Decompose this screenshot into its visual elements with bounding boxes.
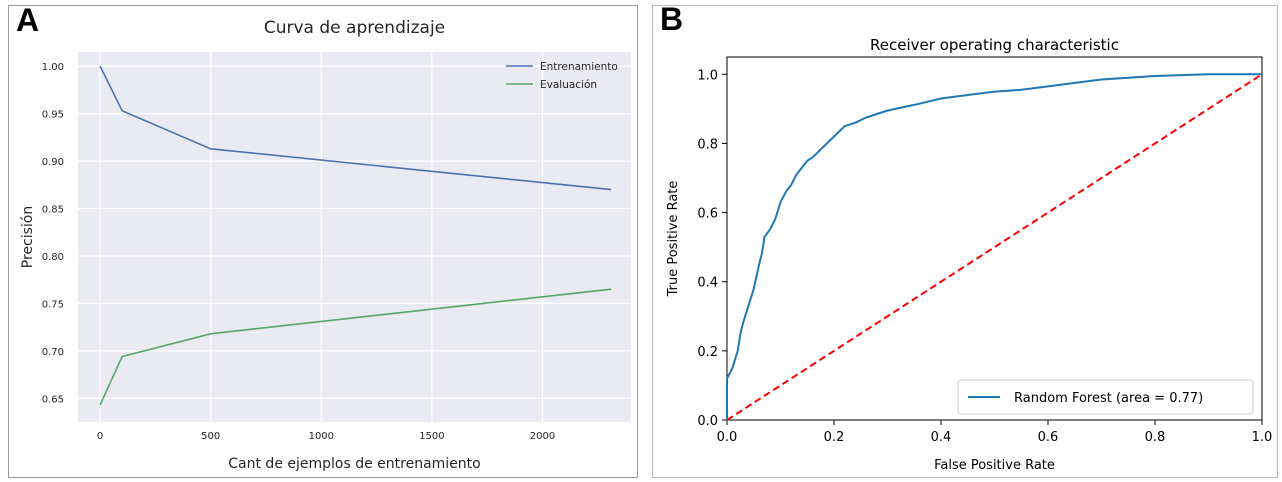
legend-b-box bbox=[957, 379, 1254, 415]
tick-label-a-y: 0.95 bbox=[42, 110, 64, 121]
tick-label-a-y: 1.00 bbox=[42, 62, 64, 73]
legend-b-label: Random Forest (area = 0.77) bbox=[1014, 391, 1203, 406]
tick-label-b-y: 1.0 bbox=[697, 68, 718, 83]
chart-a-title: Curva de aprendizaje bbox=[264, 18, 445, 38]
plot-a-background bbox=[78, 52, 631, 422]
tick-label-b-y: 0.0 bbox=[697, 414, 718, 429]
panel-b-letter: B bbox=[660, 1, 684, 37]
tick-label-b-y: 0.8 bbox=[697, 137, 718, 152]
tick-label-a-x: 2000 bbox=[530, 431, 555, 442]
series-line-entrenamiento bbox=[99, 65, 612, 191]
chart-b-xlabel: False Positive Rate bbox=[934, 458, 1055, 473]
tick-label-b-x: 1.0 bbox=[1252, 430, 1273, 445]
tick-label-b-x: 0.0 bbox=[717, 430, 738, 445]
chance-diagonal-line bbox=[726, 73, 1263, 421]
roc-curve-line bbox=[726, 73, 1262, 420]
tick-label-a-x: 500 bbox=[201, 431, 220, 442]
legend-a-label: Entrenamiento bbox=[540, 61, 618, 73]
plot-b-axes bbox=[726, 56, 1263, 421]
tick-label-a-y: 0.75 bbox=[42, 299, 64, 310]
tick-label-a-x: 0 bbox=[97, 431, 103, 442]
tick-label-b-y: 0.4 bbox=[697, 276, 718, 291]
tick-label-b-y: 0.6 bbox=[697, 207, 718, 222]
tick-label-b-x: 0.4 bbox=[931, 430, 952, 445]
tick-label-a-y: 0.70 bbox=[42, 347, 64, 358]
legend-a-label: Evaluación bbox=[540, 79, 597, 91]
tick-label-b-y: 0.2 bbox=[697, 345, 718, 360]
tick-label-a-y: 0.90 bbox=[42, 157, 64, 168]
tick-label-b-x: 0.6 bbox=[1038, 430, 1059, 445]
tick-label-a-x: 1500 bbox=[419, 431, 444, 442]
tick-label-b-x: 0.2 bbox=[824, 430, 845, 445]
chart-a-xlabel: Cant de ejemplos de entrenamiento bbox=[228, 456, 480, 472]
chart-b-title: Receiver operating characteristic bbox=[870, 36, 1119, 54]
tick-label-a-x: 1000 bbox=[309, 431, 334, 442]
chart-a-ylabel: Precisión bbox=[20, 206, 36, 268]
series-line-evaluacion bbox=[99, 288, 612, 406]
chart-b-ylabel: True Positive Rate bbox=[666, 181, 681, 298]
tick-label-a-y: 0.85 bbox=[42, 205, 64, 216]
tick-label-a-y: 0.65 bbox=[42, 394, 64, 405]
tick-label-a-y: 0.80 bbox=[42, 252, 64, 263]
tick-label-b-x: 0.8 bbox=[1145, 430, 1166, 445]
panel-a-letter: A bbox=[16, 2, 40, 38]
